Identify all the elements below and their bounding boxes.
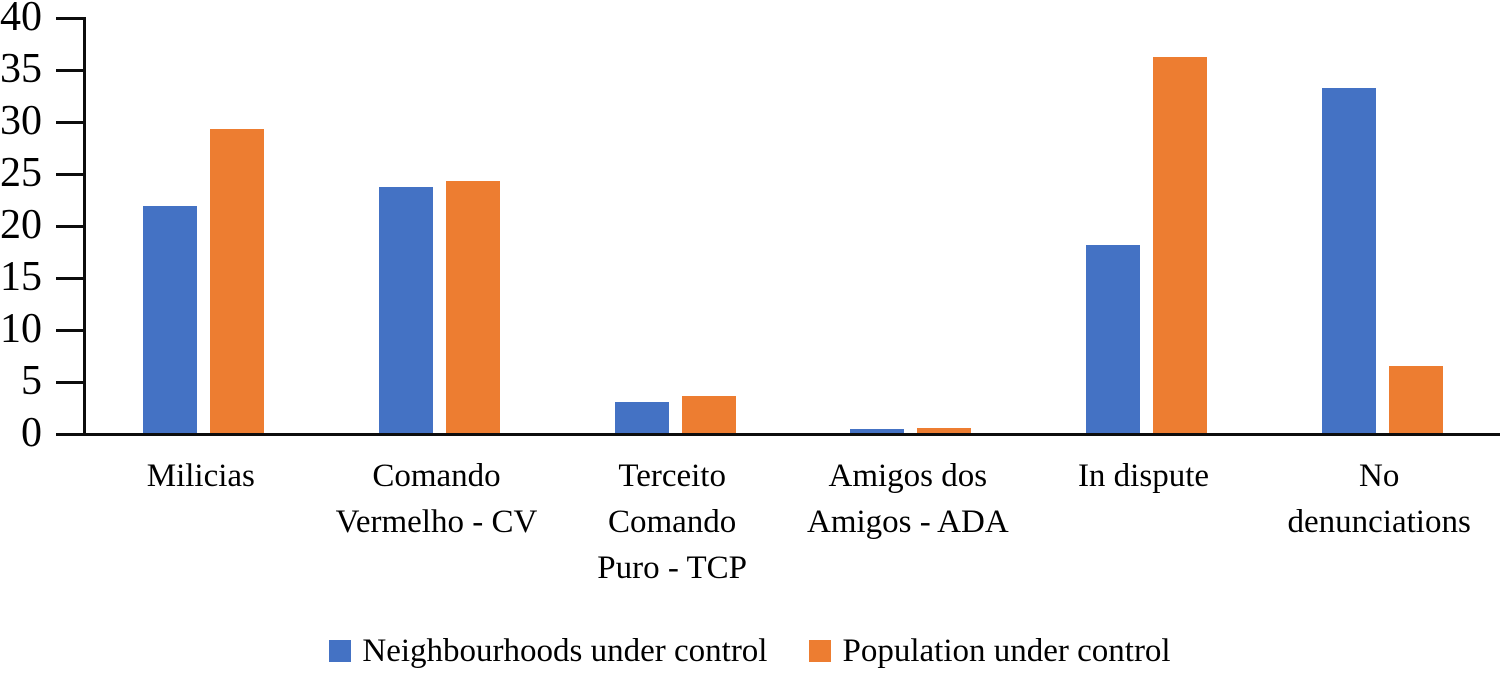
x-axis-category-label-line: Amigos - ADA — [806, 504, 1009, 540]
bar-group — [322, 17, 558, 433]
x-axis-category-label: No denunciations — [1261, 453, 1497, 545]
y-axis-tick — [56, 173, 83, 176]
y-axis-tick-label: 25 — [0, 150, 42, 196]
y-axis-tick — [56, 433, 83, 436]
legend-color-swatch-icon — [809, 640, 832, 662]
y-axis-tick — [56, 121, 83, 124]
bar-group — [86, 17, 322, 433]
y-axis-tick-label: 35 — [0, 46, 42, 92]
x-axis-category-label: Amigos dos Amigos - ADA — [790, 453, 1026, 545]
x-axis-category-label: Milicias — [83, 453, 319, 499]
bar-series-1 — [1152, 56, 1207, 433]
plot-area — [56, 17, 1500, 436]
bar-series-1 — [681, 395, 736, 433]
legend-label: Population under control — [842, 633, 1171, 669]
bar-series-0 — [1085, 244, 1140, 433]
y-axis-tick-label: 5 — [21, 358, 42, 404]
bar-series-1 — [1388, 366, 1443, 433]
y-axis-tick — [56, 277, 83, 280]
bar-group — [557, 17, 793, 433]
x-axis-category-label: Comando Vermelho - CV — [319, 453, 555, 545]
x-axis-category-label-line: Terceito — [618, 458, 726, 494]
y-axis-tick — [56, 225, 83, 228]
x-axis-category-label-line: Vermelho - CV — [335, 504, 538, 540]
y-axis-tick-label: 15 — [0, 254, 42, 300]
y-axis-tick-label: 30 — [0, 98, 42, 144]
bar-group — [793, 17, 1029, 433]
x-axis-category-label-line: Milicias — [146, 458, 255, 494]
bar-series-0 — [378, 186, 433, 433]
y-axis-tick — [56, 381, 83, 384]
legend-label: Neighbourhoods under control — [362, 633, 768, 669]
bar-group — [1264, 17, 1500, 433]
bar-series-1 — [445, 181, 500, 433]
x-axis-category-label: In dispute — [1026, 453, 1262, 499]
x-axis-labels: Milicias Comando Vermelho - CV Terceito Coma… — [83, 453, 1497, 613]
y-axis-tick-label: 20 — [0, 202, 42, 248]
x-axis-category-label-line: denunciations — [1287, 504, 1471, 540]
x-axis-category-label-line: Comando — [372, 458, 501, 494]
bar-series-0 — [1321, 87, 1376, 433]
x-axis-category-label-line: No — [1358, 458, 1400, 494]
legend-color-swatch-icon — [329, 640, 352, 662]
y-axis-tick-label: 40 — [0, 0, 42, 40]
bar-series-1 — [210, 129, 265, 433]
y-axis-tick — [56, 329, 83, 332]
bar-series-1 — [917, 427, 972, 433]
legend-item: Population under control — [809, 628, 1171, 674]
y-axis-tick-label: 0 — [21, 410, 42, 456]
y-axis-labels: 0 5 10 15 20 25 30 35 40 — [0, 0, 42, 676]
x-axis-category-label-line: Comando — [607, 504, 737, 540]
x-axis-category-label: Terceito Comando Puro - TCP — [554, 453, 790, 591]
x-axis-category-label-line: In dispute — [1077, 458, 1210, 494]
y-axis-tick-label: 10 — [0, 306, 42, 352]
bar-series-0 — [143, 206, 198, 433]
x-axis-category-label-line: Puro - TCP — [597, 550, 748, 586]
y-axis-tick — [56, 69, 83, 72]
bar-series-0 — [850, 428, 905, 433]
bar-series-0 — [614, 401, 669, 433]
y-axis-tick — [56, 17, 83, 20]
legend-item: Neighbourhoods under control — [329, 628, 767, 674]
x-axis-category-label-line: Amigos dos — [828, 458, 988, 494]
bar-group — [1029, 17, 1265, 433]
chart-legend: Neighbourhoods under control Population u… — [0, 628, 1500, 674]
